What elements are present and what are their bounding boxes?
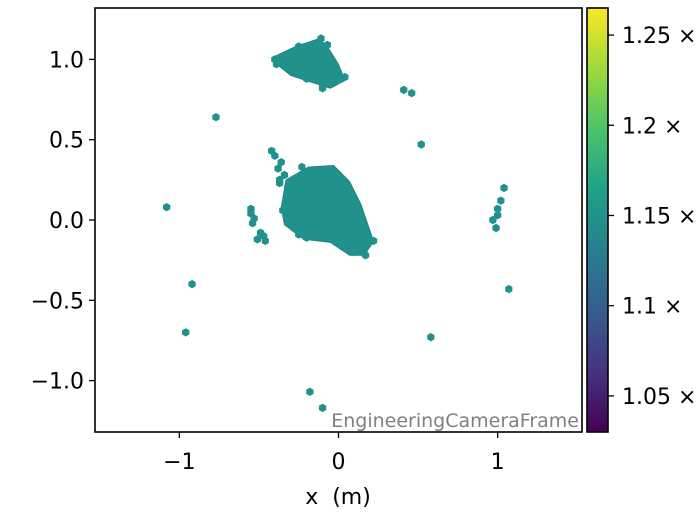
- data-point: [494, 211, 502, 220]
- x-axis-label: x (m): [305, 485, 371, 510]
- data-point: [303, 233, 311, 242]
- y-tick-label: 0.5: [49, 129, 84, 154]
- data-point: [318, 84, 327, 93]
- x-tick-label: 1: [491, 450, 505, 475]
- y-tick-label: −0.5: [31, 289, 84, 314]
- data-point: [298, 162, 306, 172]
- colorbar-bar: [586, 7, 609, 433]
- data-point: [505, 284, 513, 294]
- colorbar-tick-label: 1.15 ×: [622, 204, 696, 229]
- data-point: [417, 140, 425, 149]
- colorbar-tick-label: 1.25 ×: [622, 24, 696, 49]
- data-point: [492, 223, 500, 233]
- data-point: [341, 72, 349, 82]
- data-point: [271, 151, 279, 160]
- plot-area: EngineeringCameraFrame: [94, 7, 583, 433]
- x-axis: −1 0 1: [163, 432, 505, 475]
- hex-cluster: [280, 164, 373, 256]
- data-point: [318, 403, 327, 413]
- data-point: [277, 158, 285, 167]
- data-point: [317, 34, 325, 43]
- data-point: [349, 247, 357, 257]
- data-point: [282, 199, 290, 209]
- data-point: [369, 236, 378, 246]
- data-point: [494, 204, 502, 213]
- data-point: [282, 211, 290, 220]
- data-point: [272, 60, 281, 69]
- data-point: [427, 333, 435, 342]
- data-point: [489, 215, 497, 225]
- data-point: [261, 236, 269, 246]
- frame-label: EngineeringCameraFrame: [331, 410, 579, 432]
- data-point: [323, 40, 331, 50]
- colorbar-tick-label: 1.05 ×: [622, 385, 696, 410]
- data-point: [400, 85, 408, 95]
- data-point: [408, 88, 416, 98]
- y-tick-label: −1.0: [31, 370, 84, 395]
- y-tick-label: 0.0: [49, 209, 84, 234]
- data-point: [253, 235, 261, 244]
- data-point: [276, 178, 284, 188]
- data-point: [163, 203, 171, 212]
- data-point: [182, 328, 190, 337]
- data-point: [290, 223, 298, 233]
- data-point: [500, 183, 508, 193]
- data-point: [280, 170, 288, 180]
- data-point: [188, 280, 196, 289]
- points-layer: [163, 34, 513, 413]
- data-point: [361, 251, 370, 260]
- data-point: [288, 190, 296, 199]
- data-point: [274, 164, 282, 173]
- data-point: [283, 183, 292, 193]
- data-point: [295, 42, 303, 51]
- data-point: [303, 74, 311, 83]
- colorbar: 1.25 × 1.2 × 1.15 × 1.1 × 1.05 ×: [586, 7, 696, 433]
- data-point: [304, 169, 312, 178]
- data-point: [304, 177, 312, 186]
- data-point: [295, 230, 303, 239]
- y-axis: 1.0 0.5 0.0 −0.5 −1.0: [31, 48, 95, 395]
- x-tick-label: 0: [332, 450, 346, 475]
- colorbar-tick-label: 1.2 ×: [622, 114, 682, 139]
- data-point: [248, 219, 257, 228]
- data-point: [350, 236, 359, 246]
- colorbar-tick-label: 1.1 ×: [622, 295, 682, 320]
- y-tick-label: 1.0: [49, 48, 84, 73]
- data-point: [306, 387, 314, 396]
- colorbar-ticks: 1.25 × 1.2 × 1.15 × 1.1 × 1.05 ×: [608, 24, 696, 410]
- data-point: [212, 113, 220, 122]
- x-tick-label: −1: [163, 450, 195, 475]
- data-point: [497, 196, 505, 205]
